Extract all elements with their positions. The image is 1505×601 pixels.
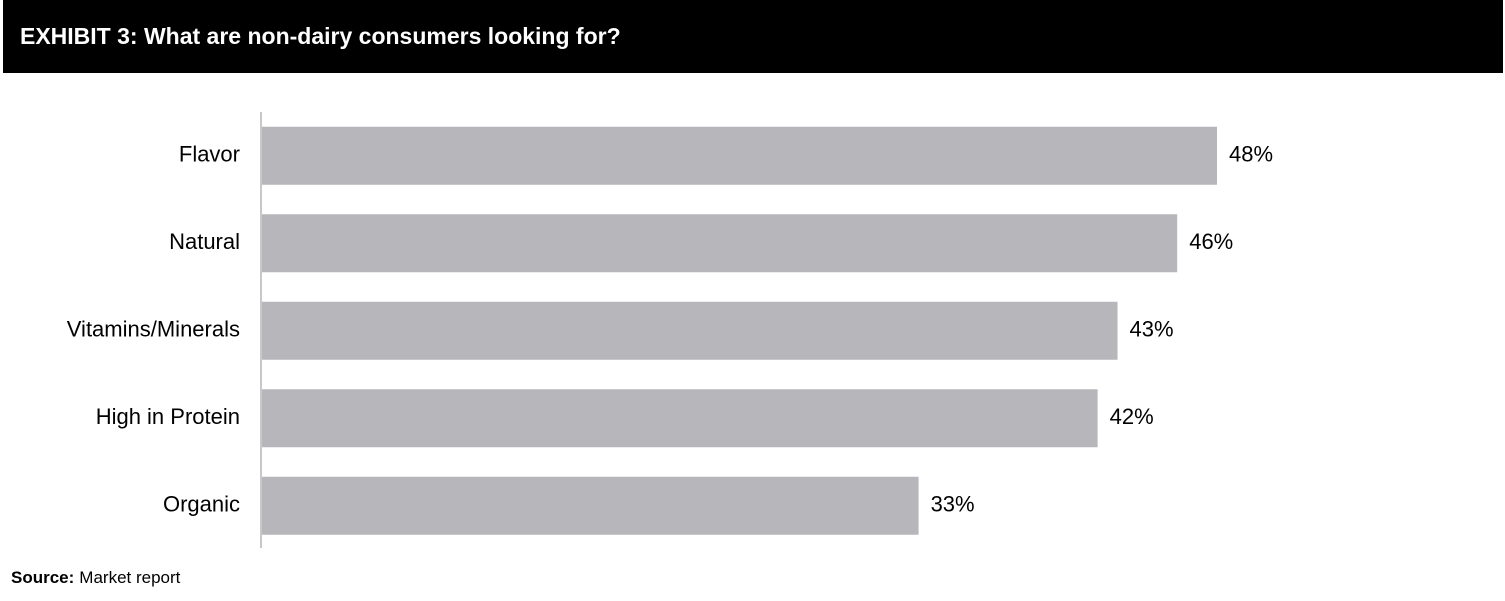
category-label: Flavor xyxy=(179,142,240,167)
category-label: Vitamins/Minerals xyxy=(67,317,240,342)
value-label: 48% xyxy=(1229,142,1273,167)
bar xyxy=(262,214,1178,273)
value-label: 33% xyxy=(931,492,975,517)
source-text: Market report xyxy=(79,568,180,587)
source-label: Source: xyxy=(11,568,74,587)
category-label: Natural xyxy=(169,229,240,254)
value-label: 42% xyxy=(1110,404,1154,429)
bar xyxy=(262,301,1118,360)
bar xyxy=(262,476,919,535)
value-label: 43% xyxy=(1130,317,1174,342)
source: Source: Market report xyxy=(11,568,181,587)
bar xyxy=(262,126,1217,185)
value-label: 46% xyxy=(1189,229,1233,254)
category-label: High in Protein xyxy=(96,404,240,429)
chart-title: EXHIBIT 3: What are non-dairy consumers … xyxy=(20,23,621,49)
bar xyxy=(262,389,1098,448)
header-bar xyxy=(3,0,1503,73)
category-label: Organic xyxy=(163,492,240,517)
